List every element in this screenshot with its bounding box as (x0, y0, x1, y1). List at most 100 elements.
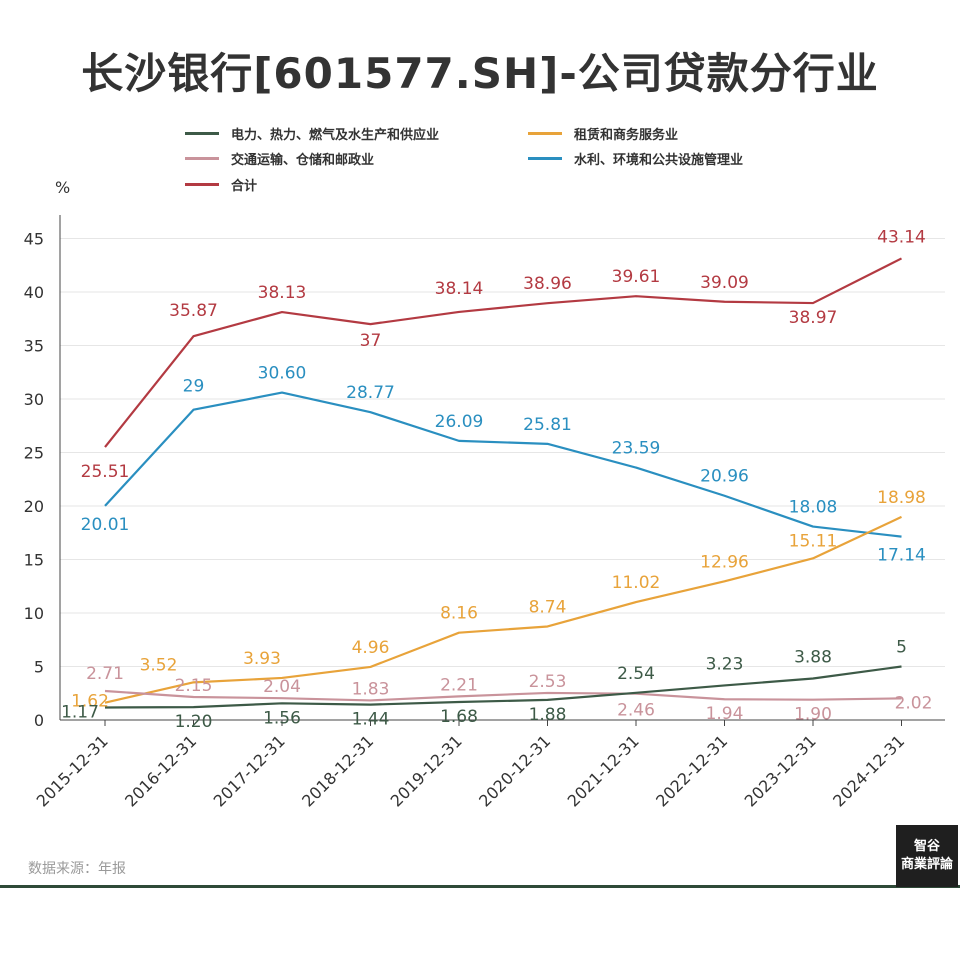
grid-lines (60, 238, 945, 668)
series-line-total (104, 257, 902, 448)
series-line-leasing (104, 515, 902, 704)
x-tick-label: 2019-12-31 (387, 731, 466, 810)
data-label-electric: 1.44 (352, 710, 390, 730)
data-label-leasing: 8.74 (529, 597, 567, 617)
y-tick-label: 25 (24, 444, 44, 463)
legend-item-water: 水利、环境和公共设施管理业 (528, 149, 743, 168)
data-label-total: 39.09 (700, 273, 749, 293)
legend-label-total: 合计 (231, 179, 258, 194)
data-label-leasing: 18.98 (877, 488, 926, 508)
logo-line-2: 商業評論 (900, 857, 953, 872)
logo-line-1: 智谷 (913, 839, 940, 854)
data-label-total: 38.96 (523, 274, 572, 294)
data-label-water: 25.81 (523, 415, 572, 435)
data-label-transport: 1.83 (352, 679, 390, 699)
y-tick-label: 10 (24, 604, 44, 623)
x-tick-label: 2022-12-31 (652, 731, 731, 810)
legend-label-leasing: 租赁和商务服务业 (574, 128, 679, 143)
data-label-water: 20.01 (81, 515, 130, 535)
data-label-electric: 1.20 (175, 712, 213, 732)
x-tick-label: 2023-12-31 (741, 731, 820, 810)
data-label-transport: 2.02 (895, 693, 933, 713)
y-tick-label: 45 (24, 230, 44, 249)
series-line-electric (104, 665, 902, 709)
data-label-total: 35.87 (169, 301, 218, 321)
data-label-water: 29 (183, 377, 205, 397)
data-label-electric: 3.88 (794, 647, 832, 667)
x-tick-label: 2024-12-31 (829, 731, 908, 810)
x-tick-label: 2021-12-31 (564, 731, 643, 810)
data-labels: 25.51 35.87 38.13 37 38.14 38.96 39.61 39.09 38.… (61, 227, 932, 732)
y-tick-label: 30 (24, 390, 44, 409)
data-label-leasing: 3.52 (140, 655, 178, 675)
data-label-electric: 1.17 (61, 702, 99, 722)
data-label-total: 38.14 (435, 279, 484, 299)
data-label-water: 26.09 (435, 412, 484, 432)
legend-swatch-transport (185, 157, 219, 160)
data-label-transport: 2.15 (175, 676, 213, 696)
data-label-transport: 2.46 (617, 701, 655, 721)
data-label-transport: 2.53 (529, 672, 567, 692)
data-label-transport: 2.04 (263, 677, 301, 697)
data-label-electric: 5 (896, 638, 907, 658)
data-label-electric: 3.23 (706, 654, 744, 674)
data-label-leasing: 3.93 (243, 649, 281, 669)
data-label-leasing: 12.96 (700, 552, 749, 572)
data-label-electric: 1.56 (263, 708, 301, 728)
data-label-leasing: 4.96 (352, 638, 390, 658)
data-label-water: 23.59 (612, 439, 661, 459)
legend-label-electric: 电力、热力、燃气及水生产和供应业 (231, 128, 440, 143)
legend-swatch-total (185, 183, 219, 186)
data-label-total: 38.97 (789, 308, 838, 328)
data-label-total: 37 (360, 331, 382, 351)
legend-swatch-leasing (528, 132, 562, 135)
data-label-water: 17.14 (877, 546, 926, 566)
series-lines (104, 257, 902, 709)
legend-item-total: 合计 (185, 175, 257, 194)
legend-label-transport: 交通运输、仓储和邮政业 (231, 153, 375, 168)
data-label-water: 30.60 (258, 364, 307, 384)
y-axis-unit: % (55, 178, 70, 197)
x-tick-label: 2018-12-31 (298, 731, 377, 810)
data-label-water: 18.08 (789, 498, 838, 518)
brand-logo: 智谷 商業評論 (896, 825, 958, 887)
legend: 电力、热力、燃气及水生产和供应业 租赁和商务服务业 交通运输、仓储和邮政业 水利… (0, 0, 960, 200)
legend-swatch-water (528, 157, 562, 160)
data-label-total: 43.14 (877, 227, 926, 247)
y-tick-label: 0 (34, 711, 44, 730)
legend-item-leasing: 租赁和商务服务业 (528, 124, 678, 143)
series-line-transport (104, 689, 902, 702)
y-tick-label: 5 (34, 658, 44, 677)
data-label-transport: 1.94 (706, 704, 744, 724)
bottom-divider (0, 885, 960, 888)
x-tick-label: 2017-12-31 (210, 731, 289, 810)
legend-item-transport: 交通运输、仓储和邮政业 (185, 149, 374, 168)
data-label-electric: 1.68 (440, 707, 478, 727)
x-tick-label: 2016-12-31 (121, 731, 200, 810)
y-tick-label: 40 (24, 283, 44, 302)
data-label-total: 39.61 (612, 267, 661, 287)
series-line-water (104, 391, 902, 538)
y-tick-label: 20 (24, 497, 44, 516)
data-source-note: 数据来源：年报 (28, 861, 126, 877)
data-label-transport: 1.90 (794, 705, 832, 725)
data-label-transport: 2.21 (440, 675, 478, 695)
x-tick-label: 2015-12-31 (33, 731, 112, 810)
data-label-leasing: 11.02 (612, 573, 661, 593)
data-label-total: 25.51 (81, 462, 130, 482)
x-tick-label: 2020-12-31 (475, 731, 554, 810)
y-tick-label: 15 (24, 551, 44, 570)
data-label-electric: 1.88 (529, 705, 567, 725)
data-label-leasing: 15.11 (789, 531, 838, 551)
data-label-leasing: 1.62 (71, 692, 109, 712)
data-label-electric: 2.54 (617, 664, 655, 684)
data-label-transport: 2.71 (86, 664, 124, 684)
data-label-water: 28.77 (346, 383, 395, 403)
data-label-total: 38.13 (258, 283, 307, 303)
chart-title: 长沙银行[601577.SH]-公司贷款分行业 (81, 49, 879, 98)
y-tick-label: 35 (24, 337, 44, 356)
data-label-leasing: 8.16 (440, 604, 478, 624)
legend-label-water: 水利、环境和公共设施管理业 (574, 153, 744, 168)
legend-swatch-electric (185, 132, 219, 135)
